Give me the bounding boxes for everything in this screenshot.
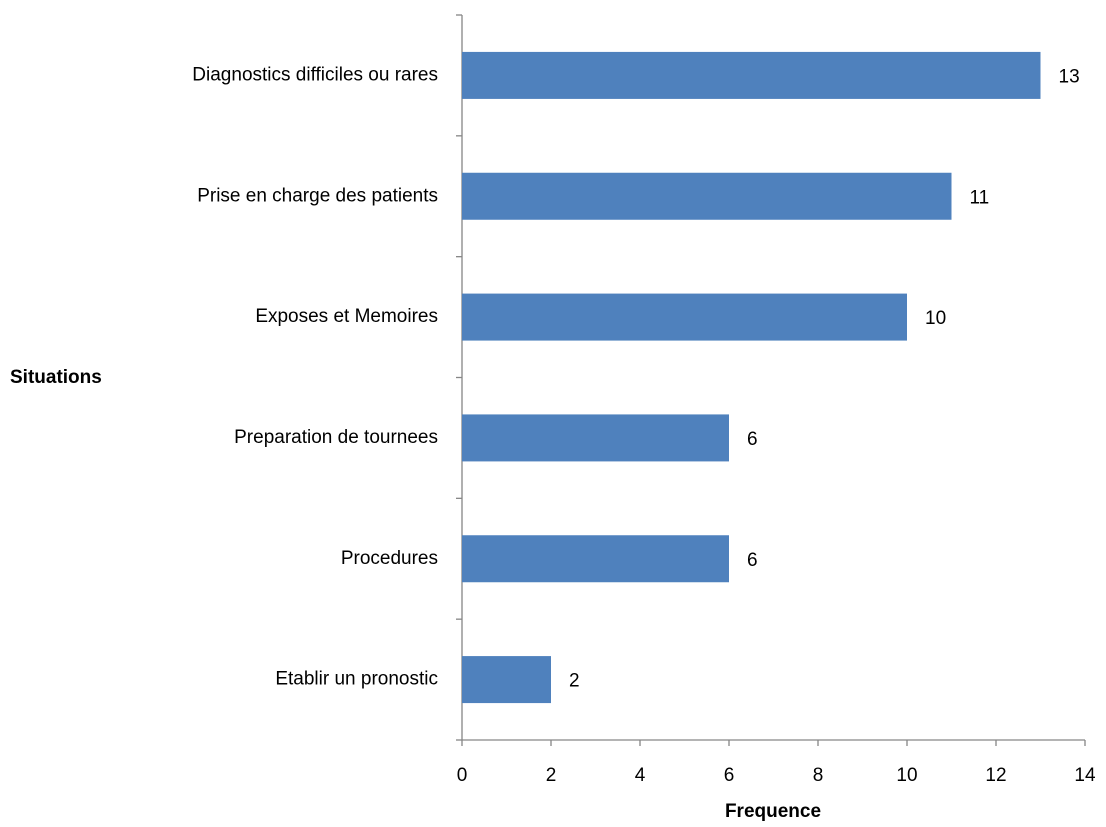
value-label: 11 [970, 187, 990, 208]
x-tick-label: 14 [1074, 765, 1096, 786]
y-tick-label: Procedures [341, 548, 438, 569]
value-label: 6 [747, 550, 758, 571]
x-tick-label: 8 [813, 765, 824, 786]
value-label: 10 [925, 308, 946, 329]
x-tick-label: 4 [635, 765, 646, 786]
value-label: 2 [569, 671, 580, 692]
x-tick-label: 10 [896, 765, 917, 786]
x-tick-label: 6 [724, 765, 735, 786]
x-tick-label: 2 [546, 765, 557, 786]
y-tick-label: Preparation de tournees [234, 427, 438, 448]
y-tick-label: Etablir un pronostic [275, 669, 438, 690]
value-label: 13 [1059, 66, 1080, 87]
bar [462, 535, 729, 583]
bar [462, 293, 907, 341]
bar [462, 656, 551, 704]
x-axis-label: Frequence [725, 801, 821, 822]
y-tick-label: Prise en charge des patients [197, 185, 438, 206]
y-tick-label: Exposes et Memoires [255, 306, 438, 327]
bar [462, 172, 952, 220]
x-tick-label: 0 [457, 765, 468, 786]
value-label: 6 [747, 429, 758, 450]
y-axis-label: Situations [10, 367, 102, 388]
bar [462, 414, 729, 462]
y-tick-label: Diagnostics difficiles ou rares [192, 64, 438, 85]
bar [462, 51, 1041, 99]
x-tick-label: 12 [985, 765, 1006, 786]
